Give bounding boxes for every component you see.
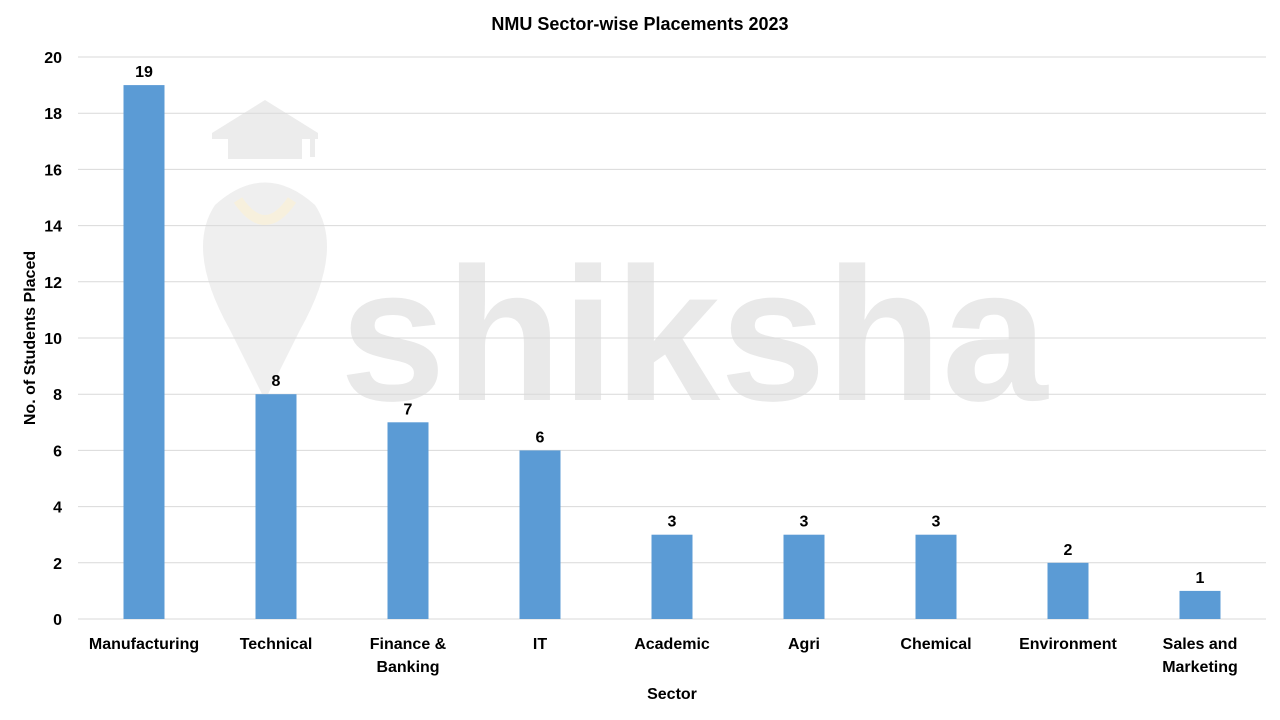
category-label-line: Environment <box>1019 636 1117 653</box>
data-label: 3 <box>932 514 941 531</box>
category-label: Technical <box>240 636 313 653</box>
data-label: 8 <box>272 373 281 390</box>
category-label-line: Finance & <box>370 636 447 653</box>
chart-title: NMU Sector-wise Placements 2023 <box>491 14 788 34</box>
bar <box>387 422 429 619</box>
bar <box>123 85 165 620</box>
y-tick-label: 16 <box>44 162 62 179</box>
category-label: Agri <box>788 636 820 653</box>
watermark: shiksha <box>203 100 1049 441</box>
category-label-line: Chemical <box>900 636 971 653</box>
data-label: 1 <box>1196 570 1205 587</box>
data-label: 3 <box>668 514 677 531</box>
category-label-line: Sales and <box>1163 636 1238 653</box>
category-label-line: Marketing <box>1162 659 1238 676</box>
bar <box>915 534 957 619</box>
y-tick-label: 4 <box>53 500 62 517</box>
data-label: 7 <box>404 401 413 418</box>
y-tick-label: 20 <box>44 50 62 67</box>
y-tick-label: 8 <box>53 387 62 404</box>
y-tick-label: 2 <box>53 556 62 573</box>
bar <box>783 534 825 619</box>
data-labels: 19 8 7 6 3 3 3 2 1 <box>135 64 1204 587</box>
watermark-text: shiksha <box>340 229 1049 441</box>
category-label: Academic <box>634 636 710 653</box>
bar <box>1047 562 1089 619</box>
data-label: 3 <box>800 514 809 531</box>
category-label: Manufacturing <box>89 636 199 653</box>
x-axis-label: Sector <box>647 686 697 703</box>
category-label-line: Banking <box>376 659 439 676</box>
category-label-line: IT <box>533 636 547 653</box>
y-tick-label: 12 <box>44 275 62 292</box>
category-label: Sales and Marketing <box>1162 636 1238 676</box>
category-label: Chemical <box>900 636 971 653</box>
watermark-logo-icon <box>203 100 327 400</box>
category-label-line: Technical <box>240 636 313 653</box>
category-label-line: Agri <box>788 636 820 653</box>
bar <box>651 534 693 619</box>
bar <box>519 450 561 619</box>
data-label: 2 <box>1064 542 1073 559</box>
bar <box>255 394 297 619</box>
bars <box>123 85 1221 620</box>
category-label-line: Academic <box>634 636 710 653</box>
category-labels: Manufacturing Technical Finance & Banking IT… <box>89 636 1238 676</box>
category-label: Environment <box>1019 636 1117 653</box>
data-label: 19 <box>135 64 153 81</box>
y-axis-ticks: 0 2 4 6 8 10 12 14 16 18 20 <box>44 50 62 629</box>
y-tick-label: 6 <box>53 443 62 460</box>
y-tick-label: 18 <box>44 106 62 123</box>
category-label: IT <box>533 636 547 653</box>
category-label: Finance & Banking <box>370 636 447 676</box>
y-axis-label: No. of Students Placed <box>22 251 39 425</box>
y-tick-label: 10 <box>44 331 62 348</box>
y-tick-label: 14 <box>44 219 62 236</box>
bar <box>1179 590 1221 619</box>
y-tick-label: 0 <box>53 612 62 629</box>
category-label-line: Manufacturing <box>89 636 199 653</box>
data-label: 6 <box>536 429 545 446</box>
